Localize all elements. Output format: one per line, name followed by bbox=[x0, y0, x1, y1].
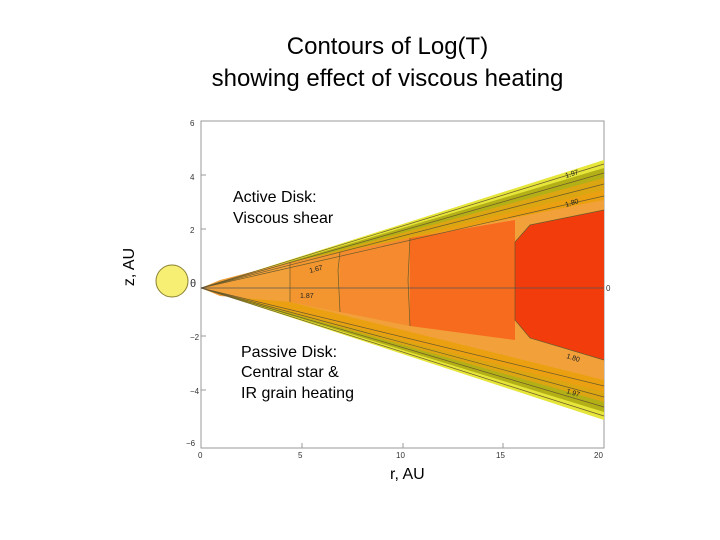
contour-line bbox=[514, 242, 605, 361]
x-tick-label: 10 bbox=[396, 451, 405, 460]
y-tick-label: −4 bbox=[190, 387, 200, 396]
passive-disk-line-1: Central star & bbox=[241, 364, 339, 381]
central-star bbox=[155, 264, 189, 298]
title-line-2: showing effect of viscous heating bbox=[211, 65, 564, 92]
y-tick-label-right: 0 bbox=[606, 284, 611, 293]
contour-line bbox=[200, 195, 605, 289]
x-axis-ticks: 0 5 10 15 20 bbox=[198, 443, 603, 460]
passive-disk-title: Passive Disk: bbox=[241, 344, 338, 361]
contour-line bbox=[200, 287, 605, 417]
y-tick-label: 6 bbox=[190, 119, 195, 128]
x-axis-label: r, AU bbox=[390, 466, 425, 483]
active-disk-title: Active Disk: bbox=[233, 189, 317, 206]
y-tick-label: 2 bbox=[190, 226, 195, 235]
contour-line bbox=[337, 251, 341, 313]
active-disk-description: Viscous shear bbox=[233, 210, 334, 227]
x-tick-label: 0 bbox=[198, 451, 203, 460]
title-line-1: Contours of Log(T) bbox=[286, 33, 489, 60]
contour-label: 1.97 bbox=[565, 388, 580, 399]
contour-line bbox=[200, 172, 605, 289]
y-axis-label: z, AU bbox=[121, 247, 139, 287]
contour-label: 1.80 bbox=[565, 198, 580, 209]
y-tick-label: −2 bbox=[190, 333, 200, 342]
x-tick-label: 20 bbox=[594, 451, 603, 460]
contour-label: 1.87 bbox=[300, 293, 314, 300]
contour-band-orange bbox=[290, 252, 340, 312]
y-axis-ticks: 6 4 2 −2 −4 −6 0 bbox=[186, 119, 611, 448]
contour-line bbox=[407, 237, 411, 327]
contour-line bbox=[200, 163, 605, 289]
contour-band-orange-deep bbox=[410, 220, 515, 340]
contour-line bbox=[514, 209, 605, 243]
y-tick-label: 4 bbox=[190, 173, 195, 182]
passive-disk-line-2: IR grain heating bbox=[241, 385, 354, 402]
contour-line bbox=[200, 183, 605, 289]
x-tick-label: 15 bbox=[496, 451, 505, 460]
contour-label: 1.80 bbox=[565, 353, 580, 364]
contour-label: 1.67 bbox=[309, 265, 324, 275]
contour-lines bbox=[200, 163, 605, 417]
contour-band-red bbox=[515, 210, 604, 360]
star-label: θ bbox=[190, 278, 196, 290]
contour-band-orange-mid bbox=[340, 238, 410, 326]
contour-line bbox=[200, 287, 605, 398]
contour-line bbox=[200, 287, 605, 387]
y-tick-label: −6 bbox=[186, 439, 196, 448]
contour-label: 1.97 bbox=[565, 169, 580, 180]
contour-line bbox=[200, 287, 605, 408]
x-tick-label: 5 bbox=[298, 451, 303, 460]
